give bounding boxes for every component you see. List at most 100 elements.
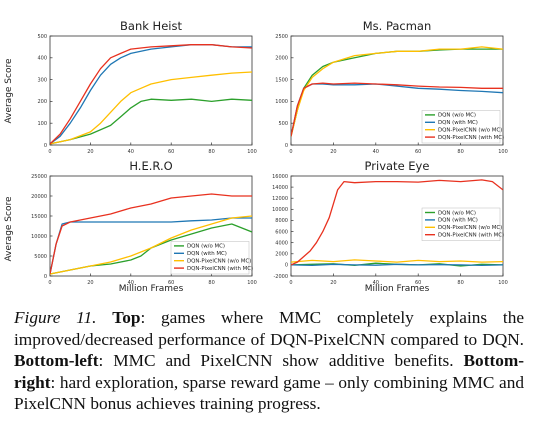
caption-bottom-right-text: : hard exploration, sparse reward game –…: [14, 372, 524, 414]
y-tick-label: 20000: [31, 194, 47, 200]
x-tick-label: 100: [498, 280, 508, 286]
x-tick-label: 100: [498, 149, 508, 155]
caption-bottom-left-label: Bottom-left: [14, 351, 99, 370]
x-tick-label: 60: [415, 280, 421, 286]
caption-bottom-right-label: Bottom-right: [14, 351, 524, 392]
y-tick-label: 200: [37, 99, 47, 105]
chart-title: Bank Heist: [120, 19, 182, 33]
legend-entry: DQN-PixelCNN (with MC): [187, 266, 253, 272]
y-tick-label: 100: [37, 121, 47, 127]
y-tick-label: 300: [37, 77, 47, 83]
y-tick-label: -2000: [273, 274, 288, 280]
legend-entry: DQN-PixelCNN (with MC): [438, 233, 504, 239]
series-line-dqn-pixelcnn-with-mc: [291, 179, 503, 266]
series-line-dqn-w-o-mc: [50, 98, 252, 145]
chart-panel-3: H.E.R.O 0 20 40 60 80 100 0 5000 10000 15000 20000 2…: [31, 159, 257, 286]
x-tick-label: 20: [330, 149, 336, 155]
caption-top-label: Top: [112, 308, 141, 327]
x-tick-label: 100: [247, 280, 257, 286]
series-line-dqn-pixelcnn-w-o-mc: [291, 259, 503, 263]
y-tick-label: 25000: [31, 174, 47, 180]
x-tick-label: 80: [208, 149, 214, 155]
x-tick-label: 0: [48, 280, 51, 286]
x-axis-label: Million Frames: [119, 284, 184, 294]
series-line-dqn-pixelcnn-w-o-mc: [50, 215, 252, 275]
y-tick-label: 500: [37, 34, 47, 40]
series-line-dqn-pixelcnn-with-mc: [50, 193, 252, 275]
plot-frame: [49, 175, 253, 277]
legend-entry: DQN (w/o MC): [438, 113, 476, 119]
y-tick-label: 2000: [275, 252, 288, 258]
x-tick-label: 40: [128, 280, 134, 286]
x-tick-label: 80: [457, 149, 463, 155]
chart-title: Private Eye: [365, 159, 430, 173]
y-tick-label: 12000: [272, 196, 288, 202]
legend-entry: DQN (w/o MC): [187, 244, 225, 250]
y-tick-label: 0: [285, 143, 288, 149]
x-tick-label: 40: [373, 149, 379, 155]
x-tick-label: 0: [48, 149, 51, 155]
legend-entry: DQN (with MC): [438, 120, 478, 126]
y-tick-label: 500: [278, 121, 288, 127]
plot-frame: [290, 175, 504, 277]
caption-bottom-left-text: : MMC and PixelCNN show additive benefit…: [98, 351, 464, 370]
caption-top-text: : games where MMC completely explains th…: [14, 308, 525, 349]
x-tick-label: 0: [289, 280, 292, 286]
x-tick-label: 0: [289, 149, 292, 155]
x-tick-label: 60: [415, 149, 421, 155]
x-tick-label: 40: [128, 149, 134, 155]
x-tick-label: 20: [330, 280, 336, 286]
x-tick-label: 40: [373, 280, 379, 286]
y-tick-label: 0: [44, 143, 47, 149]
y-axis-label: Average Score: [4, 58, 14, 123]
y-tick-label: 14000: [272, 185, 288, 191]
series-line-dqn-pixelcnn-w-o-mc: [291, 46, 503, 137]
legend-entry: DQN-PixelCNN (w/o MC): [187, 259, 251, 265]
y-tick-label: 6000: [275, 229, 288, 235]
y-tick-label: 2000: [275, 56, 288, 62]
y-tick-label: 1500: [275, 77, 288, 83]
y-tick-label: 10000: [31, 234, 47, 240]
chart-title: Ms. Pacman: [363, 19, 432, 33]
series-line-dqn-pixelcnn-with-mc: [291, 82, 503, 137]
y-tick-label: 8000: [275, 218, 288, 224]
y-tick-label: 2500: [275, 34, 288, 40]
legend: DQN (w/o MC)DQN (with MC) DQN-PixelCNN (w…: [421, 110, 504, 144]
legend: DQN (w/o MC)DQN (with MC)DQN-PixelCNN (w…: [421, 207, 504, 241]
legend-entry: DQN-PixelCNN (w/o MC): [438, 128, 502, 134]
figure-caption: Figure 11. Top: games where MMC complete…: [14, 307, 524, 415]
legend-entry: DQN (w/o MC): [438, 210, 476, 216]
x-axis-label: Million Frames: [365, 284, 430, 294]
series-line-dqn-with-mc: [50, 217, 252, 275]
series-line-dqn-pixelcnn-w-o-mc: [50, 71, 252, 145]
x-tick-label: 80: [208, 280, 214, 286]
y-tick-label: 0: [44, 274, 47, 280]
y-tick-label: 5000: [34, 254, 47, 260]
legend-entry: DQN-PixelCNN (with MC): [438, 135, 504, 141]
series-line-dqn-with-mc: [50, 44, 252, 145]
y-tick-label: 1000: [275, 99, 288, 105]
x-tick-label: 20: [87, 280, 93, 286]
y-tick-label: 0: [285, 263, 288, 269]
chart-panel-1: Bank Heist 0 20 40 60 80 100 0 100 200 300 400 500: [37, 19, 256, 155]
series-line-dqn-with-mc: [291, 263, 503, 267]
legend-entry: DQN-PixelCNN (w/o MC): [438, 225, 502, 231]
plot-frame: [49, 35, 253, 146]
x-tick-label: 60: [168, 280, 174, 286]
x-tick-label: 100: [247, 149, 257, 155]
x-tick-label: 60: [168, 149, 174, 155]
y-tick-label: 400: [37, 56, 47, 62]
plot-frame: [290, 35, 504, 146]
y-tick-label: 10000: [272, 207, 288, 213]
x-tick-label: 20: [87, 149, 93, 155]
x-tick-label: 80: [457, 280, 463, 286]
caption-label: Figure 11.: [14, 308, 97, 327]
legend-entry: DQN (with MC): [438, 218, 478, 224]
series-line-dqn-pixelcnn-with-mc: [50, 44, 252, 145]
y-axis-label: Average Score: [4, 196, 14, 261]
y-tick-label: 16000: [272, 174, 288, 180]
legend-entry: DQN (with MC): [187, 251, 227, 257]
